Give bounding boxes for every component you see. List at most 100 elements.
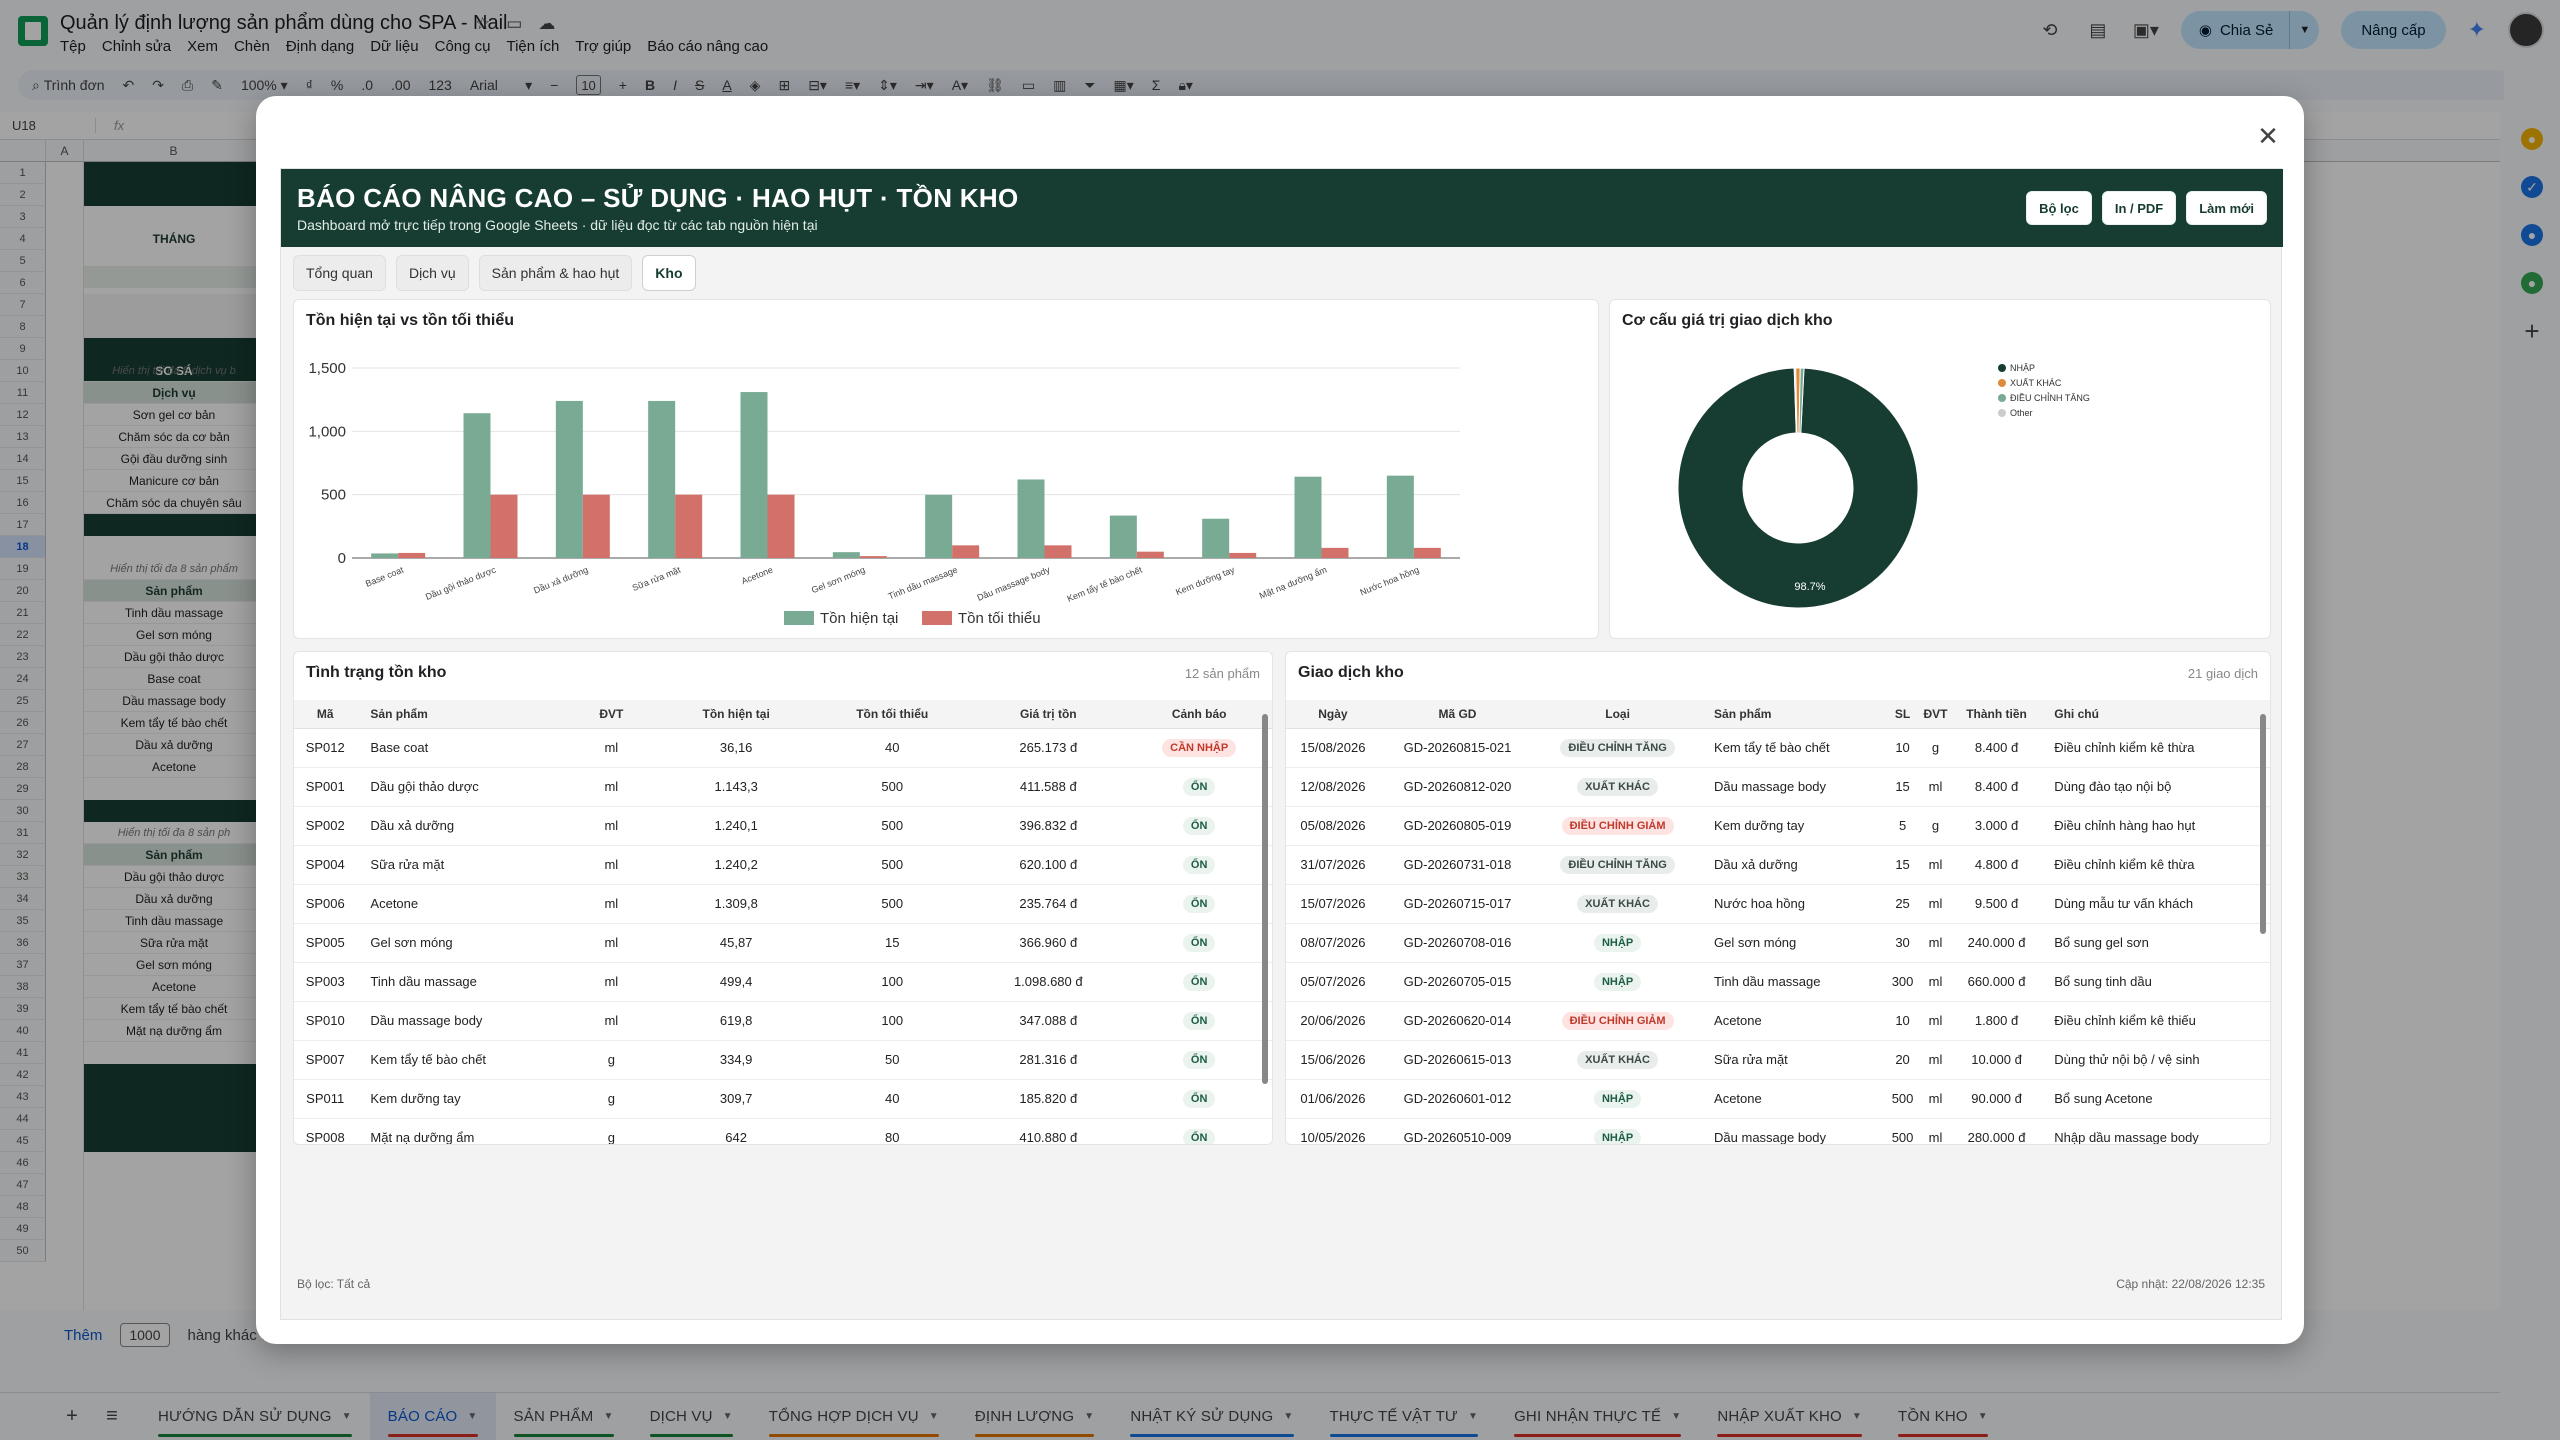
sheet-cell[interactable]: Sữa rửa mặt	[84, 932, 264, 954]
bar-current[interactable]	[555, 400, 583, 558]
table-row[interactable]: SP001 Dầu gội thảo dược ml 1.143,3 500 411.58…	[294, 767, 1272, 807]
dashboard-tab-0[interactable]: Tổng quan	[293, 255, 386, 291]
bar-current[interactable]	[832, 552, 860, 558]
tx-col-header[interactable]: ĐVT	[1918, 700, 1953, 729]
row-header[interactable]: 15	[0, 470, 46, 492]
stock-col-header[interactable]: ĐVT	[564, 700, 659, 729]
sheet-cell[interactable]: Dầu gội thảo dược	[84, 646, 264, 668]
stock-col-header[interactable]: Tồn hiện tại	[658, 700, 815, 729]
sheet-cell[interactable]: Dầu gội thảo dược	[84, 866, 264, 888]
sheet-cell[interactable]: Manicure cơ bản	[84, 470, 264, 492]
tx-col-header[interactable]: Ghi chú	[2040, 700, 2270, 729]
sheet-tab-7[interactable]: THỰC TẾ VẬT TƯ ▼	[1312, 1393, 1497, 1440]
bar-minimum[interactable]	[1413, 547, 1441, 558]
stock-col-header[interactable]: Giá trị tồn	[970, 700, 1127, 729]
row-header[interactable]: 7	[0, 294, 46, 316]
row-header[interactable]: 37	[0, 954, 46, 976]
insert-chart-icon[interactable]: ▥	[1053, 76, 1067, 93]
row-header[interactable]: 10	[0, 360, 46, 382]
sheet-cell[interactable]: Dầu xả dưỡng	[84, 888, 264, 910]
all-sheets-icon[interactable]: ≡	[106, 1405, 118, 1427]
stock-col-header[interactable]: Sản phẩm	[356, 700, 565, 729]
table-row[interactable]: 10/05/2026 GD-20260510-009 NHẬP Dầu massage…	[1286, 1118, 2270, 1144]
undo-icon[interactable]: ↶	[122, 76, 135, 93]
bar-minimum[interactable]	[490, 494, 518, 558]
keep-icon[interactable]: ●	[2521, 128, 2543, 150]
menu-0[interactable]: Tệp	[60, 38, 86, 55]
row-header[interactable]: 34	[0, 888, 46, 910]
refresh-button[interactable]: Làm mới	[2186, 191, 2267, 225]
row-header[interactable]: 6	[0, 272, 46, 294]
bar-current[interactable]	[463, 413, 491, 558]
table-row[interactable]: 31/07/2026 GD-20260731-018 ĐIỀU CHỈNH TĂNG…	[1286, 845, 2270, 885]
comments-icon[interactable]: ▤	[2089, 19, 2107, 40]
bar-minimum[interactable]	[1229, 552, 1257, 558]
cell-placeholder[interactable]	[84, 266, 264, 288]
bar-minimum[interactable]	[952, 545, 980, 558]
sheet-tab-9[interactable]: NHẬP XUẤT KHO ▼	[1699, 1393, 1880, 1440]
bar-current[interactable]	[648, 400, 676, 558]
tx-col-header[interactable]: SL	[1886, 700, 1919, 729]
sheet-tab-0[interactable]: HƯỚNG DẪN SỬ DỤNG ▼	[140, 1393, 370, 1440]
row-header[interactable]: 17	[0, 514, 46, 536]
table-row[interactable]: SP011 Kem dưỡng tay g 309,7 40 185.820 đ ỔN	[294, 1079, 1272, 1119]
bar-minimum[interactable]	[582, 494, 610, 558]
row-header[interactable]: 18	[0, 536, 46, 558]
table-row[interactable]: 15/08/2026 GD-20260815-021 ĐIỀU CHỈNH TĂNG…	[1286, 728, 2270, 768]
section-header[interactable]: Dịch vụ	[84, 382, 264, 404]
row-header[interactable]: 12	[0, 404, 46, 426]
chevron-down-icon[interactable]: ▼	[928, 1411, 939, 1422]
paint-format-icon[interactable]: ✎	[211, 76, 223, 93]
chevron-down-icon[interactable]: ▼	[603, 1411, 614, 1422]
row-header[interactable]: 22	[0, 624, 46, 646]
zoom-select[interactable]: 100% ▾	[240, 76, 288, 94]
tx-col-header[interactable]: Mã GD	[1379, 700, 1536, 729]
font-size-decrease-icon[interactable]: −	[550, 77, 559, 93]
row-header[interactable]: 24	[0, 668, 46, 690]
sheet-cell[interactable]: Gel sơn móng	[84, 954, 264, 976]
add-rows-count[interactable]: 1000	[120, 1323, 170, 1347]
gemini-icon[interactable]: ✦	[2467, 17, 2486, 42]
table-row[interactable]: 05/08/2026 GD-20260805-019 ĐIỀU CHỈNH GIẢM…	[1286, 806, 2270, 846]
row-header[interactable]: 43	[0, 1086, 46, 1108]
sheet-cell[interactable]: Tinh dầu massage	[84, 602, 264, 624]
share-button[interactable]: ◉ Chia Sẻ ▼	[2180, 11, 2320, 49]
sheet-tab-1[interactable]: BÁO CÁO ▼	[369, 1392, 496, 1440]
menu-3[interactable]: Chèn	[233, 38, 270, 55]
table-row[interactable]: SP005 Gel sơn móng ml 45,87 15 366.960 đ ỔN	[294, 923, 1272, 963]
sheet-cell[interactable]: Kem tẩy tế bào chết	[84, 998, 264, 1020]
table-row[interactable]: SP003 Tinh dầu massage ml 499,4 100 1.098.680…	[294, 962, 1272, 1002]
menu-5[interactable]: Dữ liệu	[370, 38, 419, 55]
sheet-cell[interactable]: Gel sơn móng	[84, 624, 264, 646]
donut-slice[interactable]	[1677, 367, 1919, 609]
bar-current[interactable]	[371, 553, 399, 558]
section-note[interactable]: Hiển thị tối đa 8 sản phẩm	[84, 558, 264, 580]
star-icon[interactable]: ☆	[475, 14, 491, 33]
row-header[interactable]: 2	[0, 184, 46, 206]
sheet-tab-2[interactable]: SẢN PHẨM ▼	[496, 1393, 632, 1440]
row-header[interactable]: 1	[0, 162, 46, 184]
sheet-cell[interactable]: Acetone	[84, 976, 264, 998]
column-header-a[interactable]: A	[46, 140, 84, 161]
sheet-tab-10[interactable]: TỒN KHO ▼	[1880, 1393, 2006, 1440]
insert-link-icon[interactable]: ⛓	[986, 76, 1004, 93]
table-row[interactable]: SP012 Base coat ml 36,16 40 265.173 đ CẦN NHẬP	[294, 728, 1272, 768]
print-icon[interactable]: ⎙	[182, 76, 194, 93]
add-sheet-icon[interactable]: +	[66, 1405, 78, 1427]
insert-comment-icon[interactable]: ▭	[1021, 76, 1036, 93]
maps-icon[interactable]: ●	[2521, 272, 2543, 294]
row-header[interactable]: 19	[0, 558, 46, 580]
menu-4[interactable]: Định dạng	[285, 38, 355, 55]
bar-minimum[interactable]	[1136, 551, 1164, 558]
table-row[interactable]: SP008 Mặt nạ dưỡng ẩm g 642 80 410.880 đ ỔN	[294, 1118, 1272, 1144]
close-icon[interactable]: ✕	[2257, 120, 2279, 151]
row-header[interactable]: 47	[0, 1174, 46, 1196]
dashboard-tab-1[interactable]: Dịch vụ	[395, 255, 469, 291]
row-header[interactable]: 23	[0, 646, 46, 668]
redo-icon[interactable]: ↷	[152, 76, 165, 93]
row-header[interactable]: 31	[0, 822, 46, 844]
sheet-cell[interactable]: Dầu xả dưỡng	[84, 734, 264, 756]
table-row[interactable]: SP010 Dầu massage body ml 619,8 100 347.088 đ…	[294, 1001, 1272, 1041]
align-vertical-icon[interactable]: ⇕▾	[878, 76, 897, 93]
document-title[interactable]: Quản lý định lượng sản phẩm dùng cho SPA…	[60, 12, 508, 34]
